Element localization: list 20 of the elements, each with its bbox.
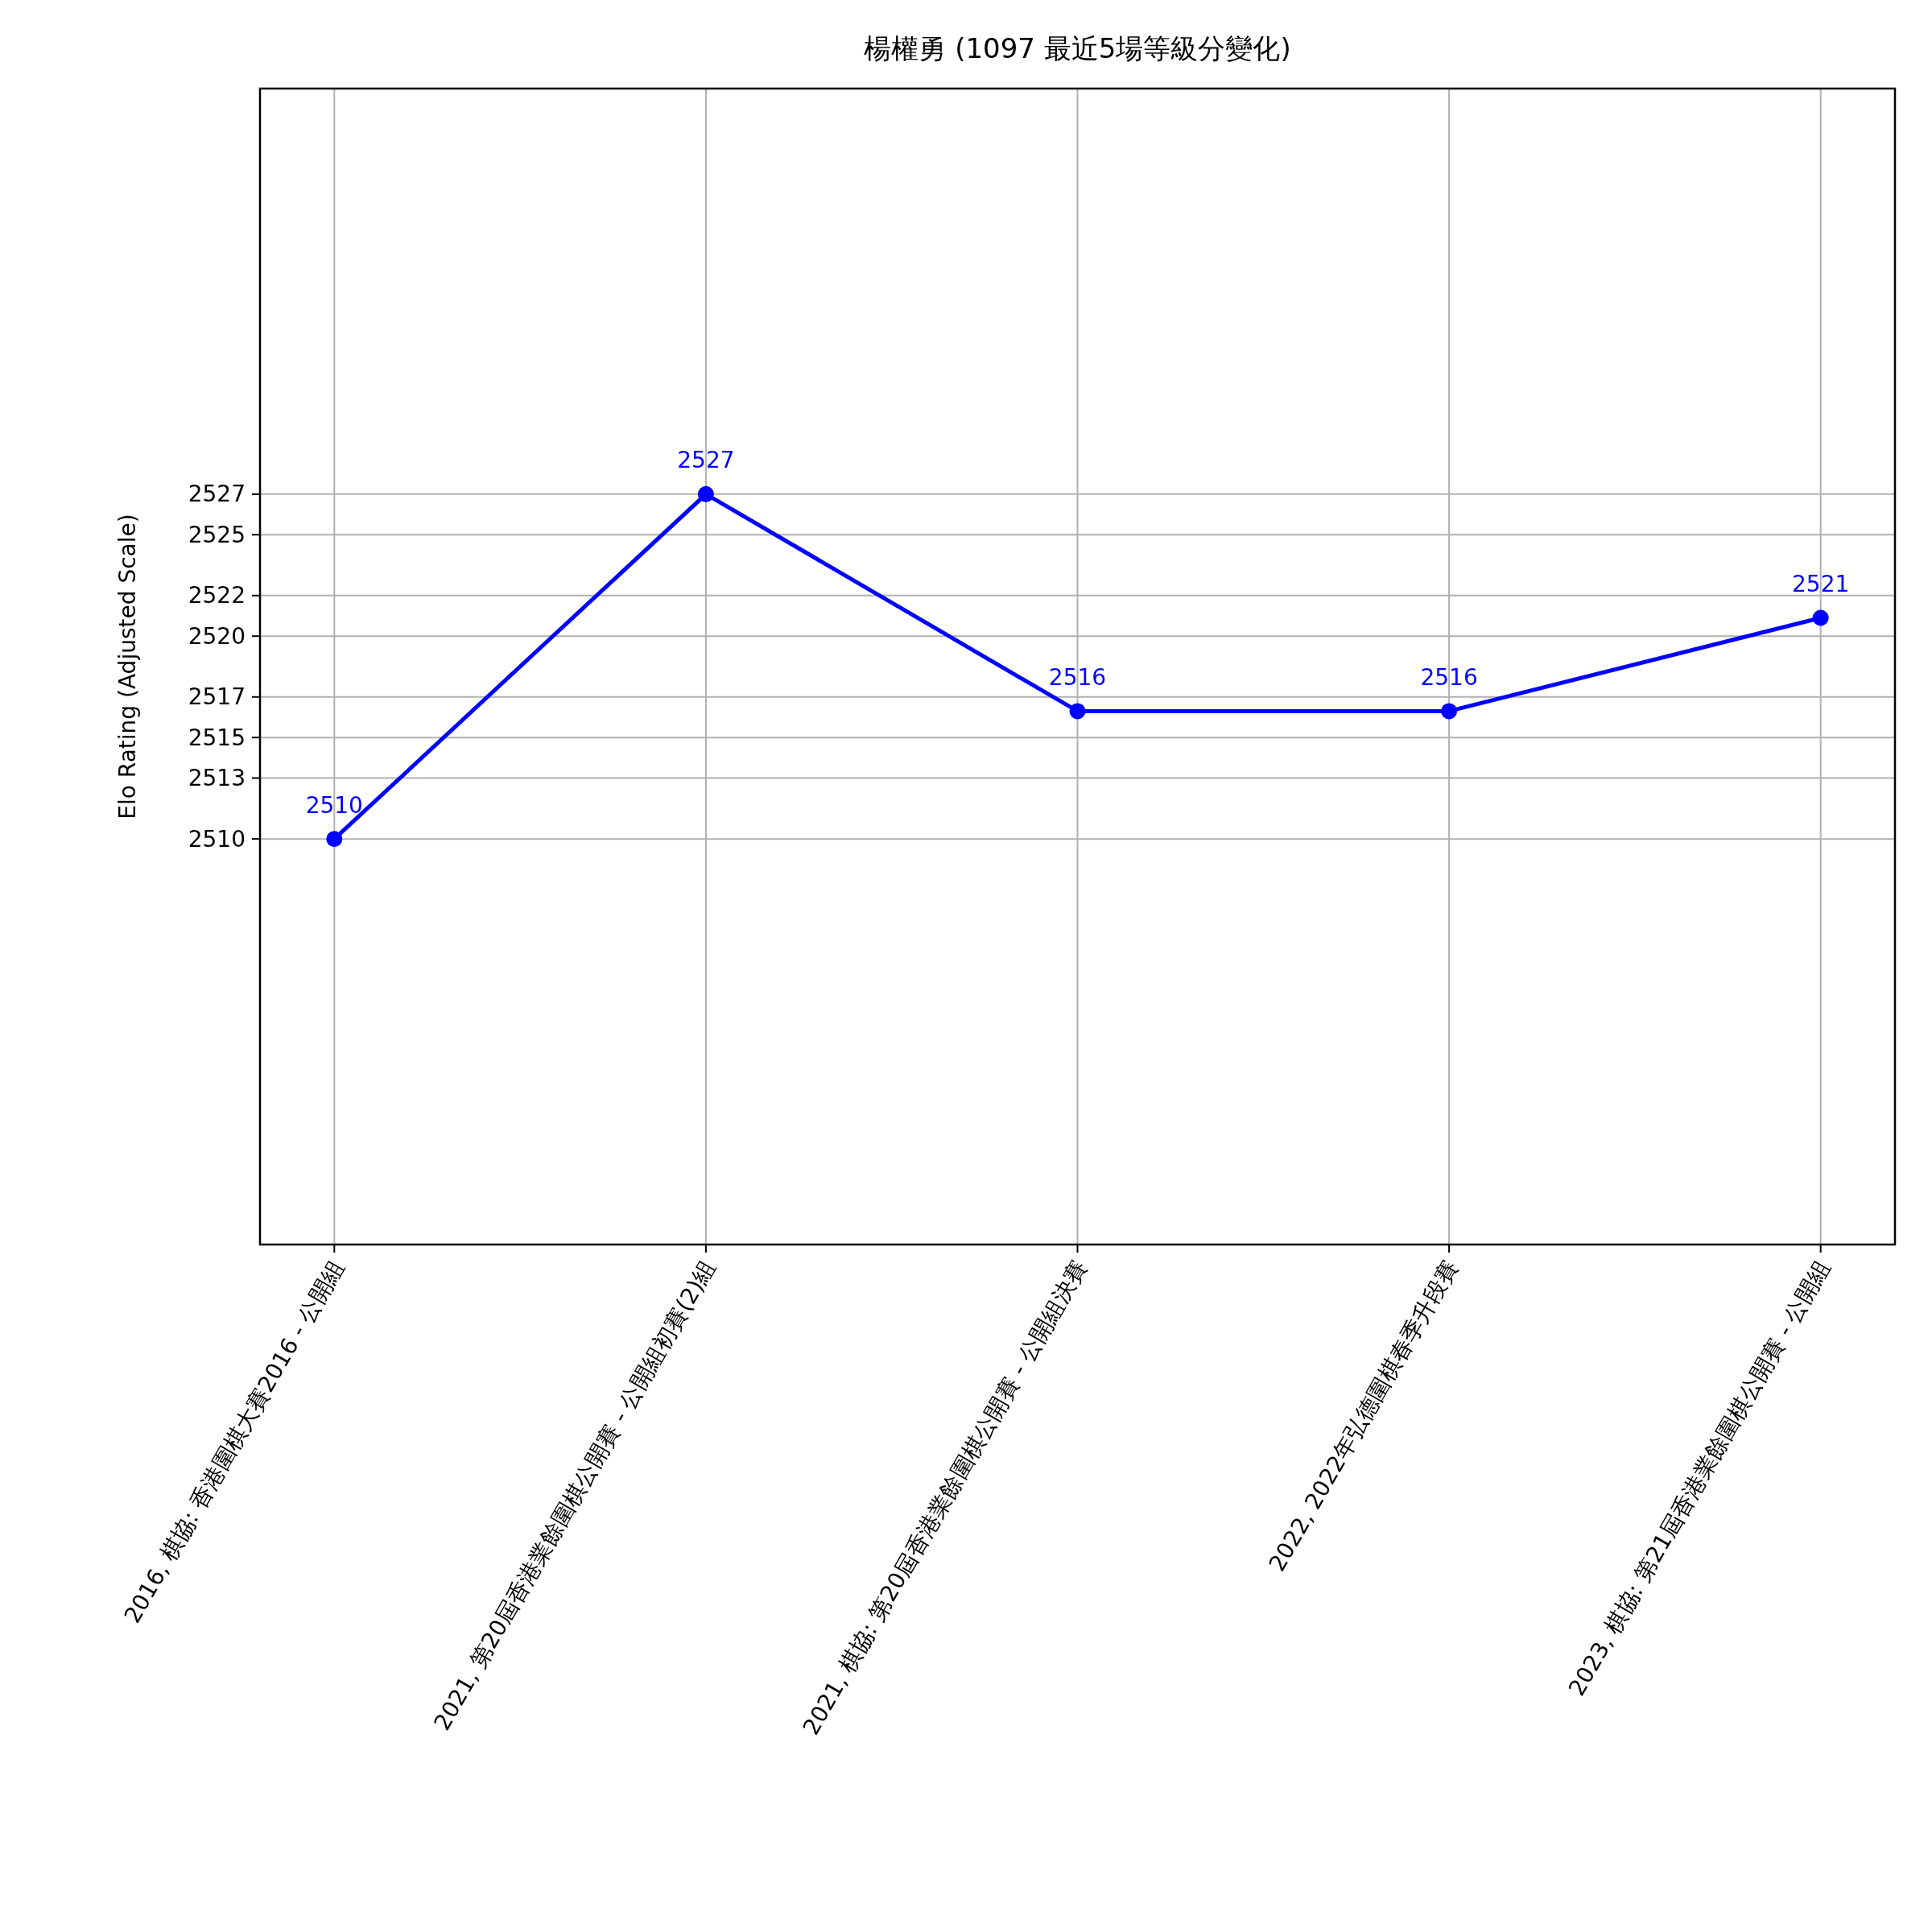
data-label: 2516: [1048, 663, 1107, 691]
y-axis-title: Elo Rating (Adjusted Scale): [114, 514, 141, 819]
y-tick-label: 2522: [188, 582, 246, 609]
y-tick-label: 2517: [188, 683, 246, 711]
chart-title: 楊權勇 (1097 最近5場等級分變化): [864, 32, 1291, 64]
data-label: 2527: [677, 447, 735, 474]
point: [1812, 609, 1829, 626]
data-label: 2510: [305, 791, 363, 819]
y-tick-label: 2520: [188, 622, 246, 650]
y-tick-label: 2527: [188, 481, 246, 508]
y-tick-label: 2525: [188, 521, 246, 548]
data-label: 2521: [1792, 571, 1850, 598]
point: [697, 485, 714, 502]
point: [1441, 703, 1458, 720]
y-tick-label: 2513: [188, 765, 246, 792]
data-label: 2516: [1420, 663, 1478, 691]
y-tick-label: 2515: [188, 724, 246, 751]
y-tick-label: 2510: [188, 825, 246, 852]
point: [1069, 703, 1086, 720]
point: [326, 831, 343, 848]
